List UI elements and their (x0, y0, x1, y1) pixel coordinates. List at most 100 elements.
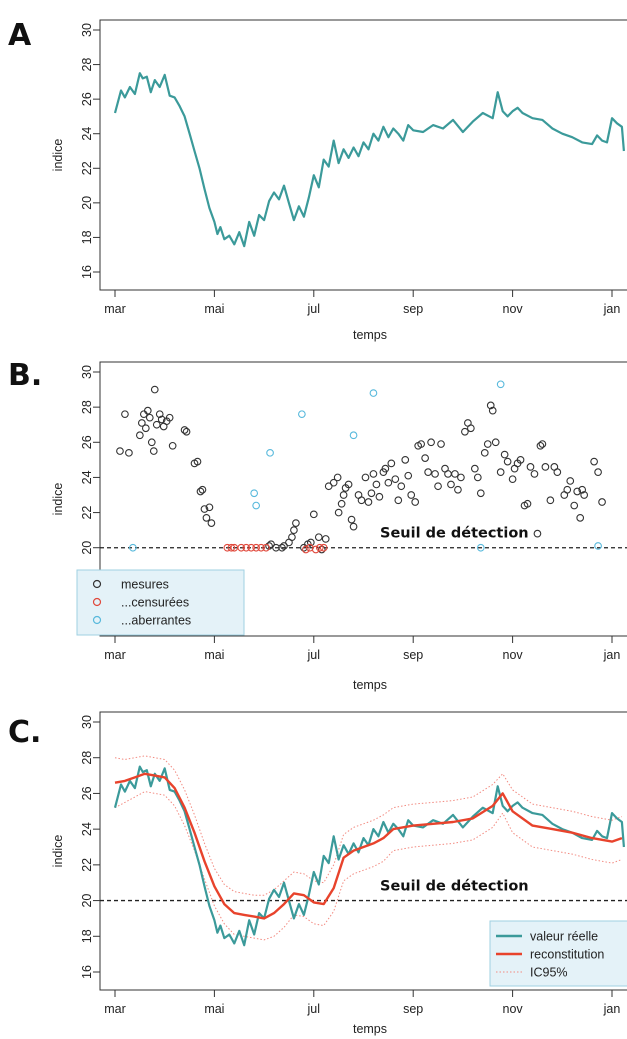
point-mesure (150, 385, 159, 394)
point-mesure (427, 438, 435, 447)
point-mesure (136, 431, 144, 440)
point-mesure (496, 468, 505, 477)
point-mesure (546, 496, 555, 505)
point-mesure (500, 450, 509, 459)
point-mesure (384, 478, 393, 487)
point-mesure (503, 457, 512, 466)
point-mesure (434, 482, 442, 491)
point-mesure (447, 480, 455, 489)
x-tick-label: jul (307, 302, 321, 316)
point-mesure (309, 510, 318, 519)
point-censuree (237, 543, 246, 552)
point-mesure (347, 515, 356, 524)
legend-label: ...aberrantes (121, 614, 191, 628)
y-tick-label: 18 (80, 230, 94, 244)
y-tick-label: 20 (80, 541, 94, 555)
point-mesure (290, 526, 298, 534)
panel-a: A 16 18 20 22 24 26 28 30 mar mai jul sep nov jan temps… (8, 18, 627, 342)
point-mesure (357, 496, 366, 505)
point-mesure (476, 489, 485, 498)
point-censuree (247, 543, 256, 552)
point-censuree (319, 543, 328, 552)
reconstitution-line (114, 772, 623, 920)
point-mesure (573, 487, 582, 496)
point-mesure (483, 440, 492, 448)
y-tick-label: 24 (80, 822, 94, 836)
y-tick-label: 16 (80, 965, 94, 979)
point-mesure (594, 468, 602, 477)
point-mesure (334, 508, 343, 517)
point-mesure (563, 485, 572, 494)
x-tick-label: jan (603, 302, 621, 316)
y-tick-label: 26 (80, 786, 94, 800)
point-mesure (155, 410, 164, 419)
y-axis-title: indice (51, 835, 65, 868)
point-censuree (227, 543, 236, 552)
y-tick-label: 30 (80, 23, 94, 37)
plot-frame (99, 361, 627, 637)
x-tick-label: jul (307, 648, 321, 662)
point-mesure (152, 420, 161, 429)
point-mesure (196, 487, 205, 496)
point-mesure (306, 538, 315, 547)
point-mesure (207, 519, 216, 527)
point-mesure (272, 543, 280, 552)
point-aberrante (129, 543, 137, 552)
y-tick-label: 24 (80, 127, 94, 141)
y-tick-label: 26 (80, 92, 94, 106)
panel-letter: B. (8, 358, 42, 393)
point-mesure (541, 463, 550, 471)
point-censuree (301, 545, 310, 554)
x-tick-label: jan (603, 1002, 621, 1016)
x-tick-label: mai (204, 1002, 224, 1016)
point-mesure (444, 470, 452, 478)
panel-letter: C. (8, 715, 41, 750)
point-mesure (488, 406, 497, 415)
point-mesure (165, 413, 174, 422)
y-tick-label: 24 (80, 470, 94, 484)
point-mesure (473, 473, 482, 482)
point-mesure (417, 440, 426, 448)
panel-letter: A (8, 18, 32, 53)
legend: valeur réelle reconstitution IC95% (489, 920, 627, 987)
point-aberrante (594, 542, 602, 550)
point-mesure (143, 406, 152, 415)
panel-c: C. 16 18 20 22 24 26 28 30 mar mai jul sep nov jan temp… (8, 711, 627, 1036)
point-mesure (198, 485, 207, 494)
point-mesure (349, 522, 358, 531)
point-mesure (424, 468, 432, 477)
point-mesure (523, 499, 532, 508)
point-mesure (404, 471, 413, 480)
point-mesure (397, 482, 406, 491)
valeur-reelle-line (113, 765, 625, 947)
point-mesure (375, 492, 384, 501)
x-tick-label: mar (104, 648, 126, 662)
point-mesure (141, 424, 150, 433)
panel-b: B.1618202224262830marmaijulsepnovjantemp… (8, 358, 627, 692)
legend: mesures ...censurées ...aberrantes (76, 569, 245, 636)
threshold-label: Seuil de détection (380, 879, 529, 895)
point-mesure (387, 459, 396, 468)
x-tick-label: nov (503, 1002, 524, 1016)
legend-marker (92, 615, 102, 625)
point-aberrante (252, 501, 260, 510)
point-aberrante (476, 543, 485, 552)
point-mesure (486, 401, 495, 410)
legend-marker (92, 579, 102, 589)
point-mesure (467, 424, 475, 433)
point-mesure (431, 470, 439, 478)
point-mesure (317, 545, 326, 554)
point-mesure (168, 441, 177, 450)
series-line-indice (113, 72, 625, 248)
point-mesure (538, 440, 547, 448)
point-mesure (116, 447, 124, 455)
point-mesure (454, 485, 462, 494)
point-mesure (533, 529, 542, 538)
plot-frame (99, 19, 627, 291)
x-tick-label: mar (104, 302, 126, 316)
point-censuree (315, 543, 324, 552)
plot-area (113, 72, 625, 248)
point-mesure (508, 475, 517, 484)
point-mesure (437, 440, 445, 448)
